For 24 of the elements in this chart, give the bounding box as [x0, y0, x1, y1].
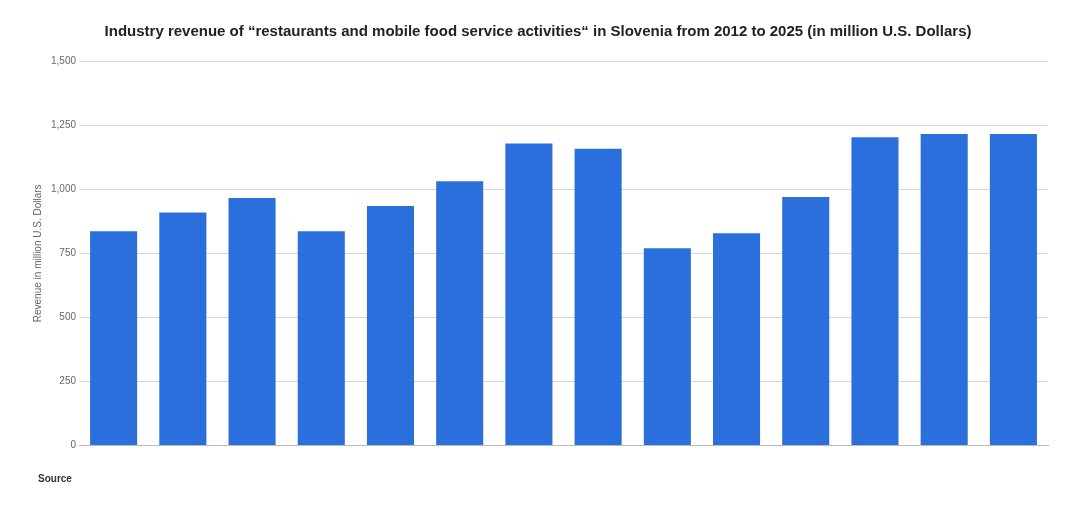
bar [643, 248, 691, 446]
bar [989, 134, 1037, 446]
bar [782, 196, 830, 446]
bar [713, 233, 761, 446]
bar [436, 181, 484, 446]
chart-title: Industry revenue of “restaurants and mobile food service activities“ in Slovenia from 2012 to 2025 (in million U.S. Dollars) [104, 22, 972, 40]
bar [90, 231, 138, 446]
text: Source [38, 473, 73, 484]
y-tick-label: 0 [70, 439, 77, 451]
y-tick-label: 500 [59, 311, 77, 323]
bar [366, 206, 415, 446]
bar [851, 137, 899, 446]
y-tick-label: 1,000 [50, 182, 77, 194]
bar [920, 134, 968, 446]
y-tick-label: 1,500 [50, 54, 77, 66]
bar [505, 143, 553, 446]
bar [228, 197, 276, 446]
y-axis-title: Revenue in million U.S. Dollars [31, 184, 43, 323]
y-tick-label: 250 [59, 375, 77, 387]
y-tick-label: 1,250 [50, 118, 77, 130]
bar [159, 212, 207, 446]
bar [297, 231, 345, 446]
bar [574, 148, 622, 446]
y-tick-label: 750 [59, 247, 77, 259]
